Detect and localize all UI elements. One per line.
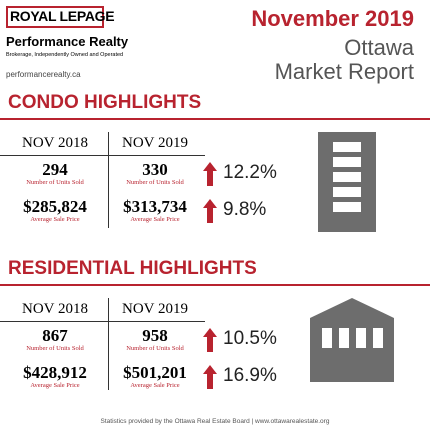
value-label: Average Sale Price xyxy=(30,382,80,389)
condo-icon xyxy=(318,132,376,232)
column-divider xyxy=(108,132,109,228)
logo-brand: ROYAL LEPAGE xyxy=(10,8,115,24)
change: 16.9% xyxy=(223,365,277,386)
up-arrow xyxy=(203,365,217,389)
section-title: RESIDENTIAL HIGHLIGHTS xyxy=(8,258,257,279)
header-rule xyxy=(0,155,205,156)
value-label: Average Sale Price xyxy=(130,216,180,223)
logo-office: Performance Realty xyxy=(6,34,129,49)
value: 294 xyxy=(42,160,68,179)
column-divider xyxy=(108,298,109,390)
column-header: NOV 2019 xyxy=(122,135,188,151)
logo-box xyxy=(6,6,104,28)
column-header: NOV 2018 xyxy=(22,301,88,317)
value: $313,734 xyxy=(123,197,187,216)
value-label: Average Sale Price xyxy=(30,216,80,223)
change: 9.8% xyxy=(223,199,267,220)
value: $501,201 xyxy=(123,363,187,382)
value: 330 xyxy=(142,160,168,179)
value-label: Number of Units Sold xyxy=(26,345,84,352)
up-arrow xyxy=(203,328,217,352)
value: $285,824 xyxy=(23,197,87,216)
change: 12.2% xyxy=(223,162,277,183)
footer: Statistics provided by the Ottawa Real E… xyxy=(100,418,330,425)
section-title: CONDO HIGHLIGHTS xyxy=(8,92,202,113)
value-label: Number of Units Sold xyxy=(126,345,184,352)
up-arrow xyxy=(203,162,217,186)
logo-tagline: Brokerage, Independently Owned and Opera… xyxy=(6,52,124,58)
column-header: NOV 2018 xyxy=(22,135,88,151)
value-label: Average Sale Price xyxy=(130,382,180,389)
section-rule xyxy=(0,118,430,120)
value: 958 xyxy=(142,326,168,345)
logo-website: performancerealty.ca xyxy=(6,70,81,79)
value: 867 xyxy=(42,326,68,345)
value-label: Number of Units Sold xyxy=(26,179,84,186)
house-icon xyxy=(310,298,394,382)
header-title: November 2019 xyxy=(251,6,414,31)
change: 10.5% xyxy=(223,328,277,349)
section-rule xyxy=(0,284,430,286)
value-label: Number of Units Sold xyxy=(126,179,184,186)
header-rule xyxy=(0,321,205,322)
header-subtitle: Market Report xyxy=(274,59,414,84)
header-city: Ottawa xyxy=(344,35,414,60)
up-arrow xyxy=(203,199,217,223)
column-header: NOV 2019 xyxy=(122,301,188,317)
value: $428,912 xyxy=(23,363,87,382)
